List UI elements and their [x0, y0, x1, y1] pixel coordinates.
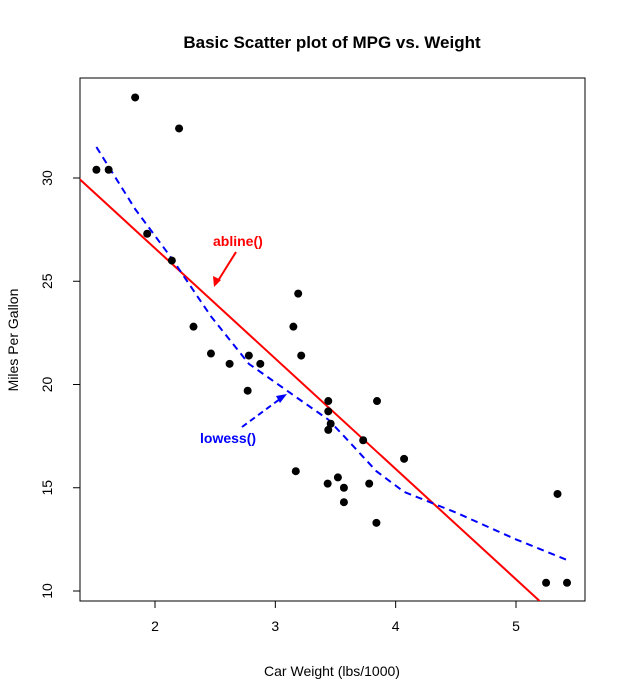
y-tick-label: 10 — [39, 583, 55, 599]
data-point — [297, 351, 306, 360]
data-point — [244, 351, 253, 360]
data-point — [373, 397, 382, 406]
data-point — [256, 359, 265, 368]
data-point — [324, 425, 333, 434]
x-axis-label: Car Weight (lbs/1000) — [264, 663, 400, 679]
axes: 2 3 4 5 10 15 20 25 30 — [39, 170, 520, 634]
y-tick-label: 30 — [39, 170, 55, 186]
y-axis-label: Miles Per Gallon — [5, 289, 21, 392]
data-point — [553, 489, 562, 498]
fit-lines — [80, 146, 568, 601]
data-point — [333, 473, 342, 482]
data-point — [131, 93, 140, 102]
annotations: abline() lowess() — [200, 233, 287, 446]
data-point — [243, 386, 252, 395]
x-tick-label: 3 — [271, 618, 279, 634]
y-tick-label: 25 — [39, 273, 55, 289]
abline-arrow — [215, 251, 237, 285]
data-point — [339, 498, 348, 507]
data-point — [294, 289, 303, 298]
plot-box — [79, 77, 586, 602]
x-tick-label: 2 — [151, 618, 159, 634]
abline-annotation: abline() — [213, 233, 263, 249]
data-point — [167, 256, 176, 265]
data-point — [365, 479, 374, 488]
y-tick-label: 15 — [39, 480, 55, 496]
data-points — [92, 93, 572, 587]
data-point — [206, 349, 215, 358]
data-point — [104, 165, 113, 174]
data-point — [324, 407, 333, 416]
abline-arrowhead — [213, 276, 221, 287]
data-point — [563, 578, 572, 587]
data-point — [189, 322, 198, 331]
data-point — [400, 454, 409, 463]
abline-series — [80, 178, 542, 601]
x-tick-label: 5 — [512, 618, 520, 634]
lowess-arrow — [241, 395, 285, 428]
data-point — [291, 467, 300, 476]
data-point — [372, 518, 381, 527]
data-point — [339, 483, 348, 492]
data-point — [175, 124, 184, 133]
data-point — [326, 419, 335, 428]
lowess-annotation: lowess() — [200, 430, 256, 446]
data-point — [324, 397, 333, 406]
chart-title: Basic Scatter plot of MPG vs. Weight — [183, 33, 481, 52]
lowess-series — [95, 146, 568, 561]
data-point — [289, 322, 298, 331]
data-point — [143, 229, 152, 238]
data-point — [323, 479, 332, 488]
lowess-arrowhead — [276, 394, 287, 403]
data-point — [92, 165, 101, 174]
x-tick-label: 4 — [392, 618, 400, 634]
data-point — [359, 436, 368, 445]
y-tick-label: 20 — [39, 377, 55, 393]
data-point — [542, 578, 551, 587]
data-point — [225, 359, 234, 368]
